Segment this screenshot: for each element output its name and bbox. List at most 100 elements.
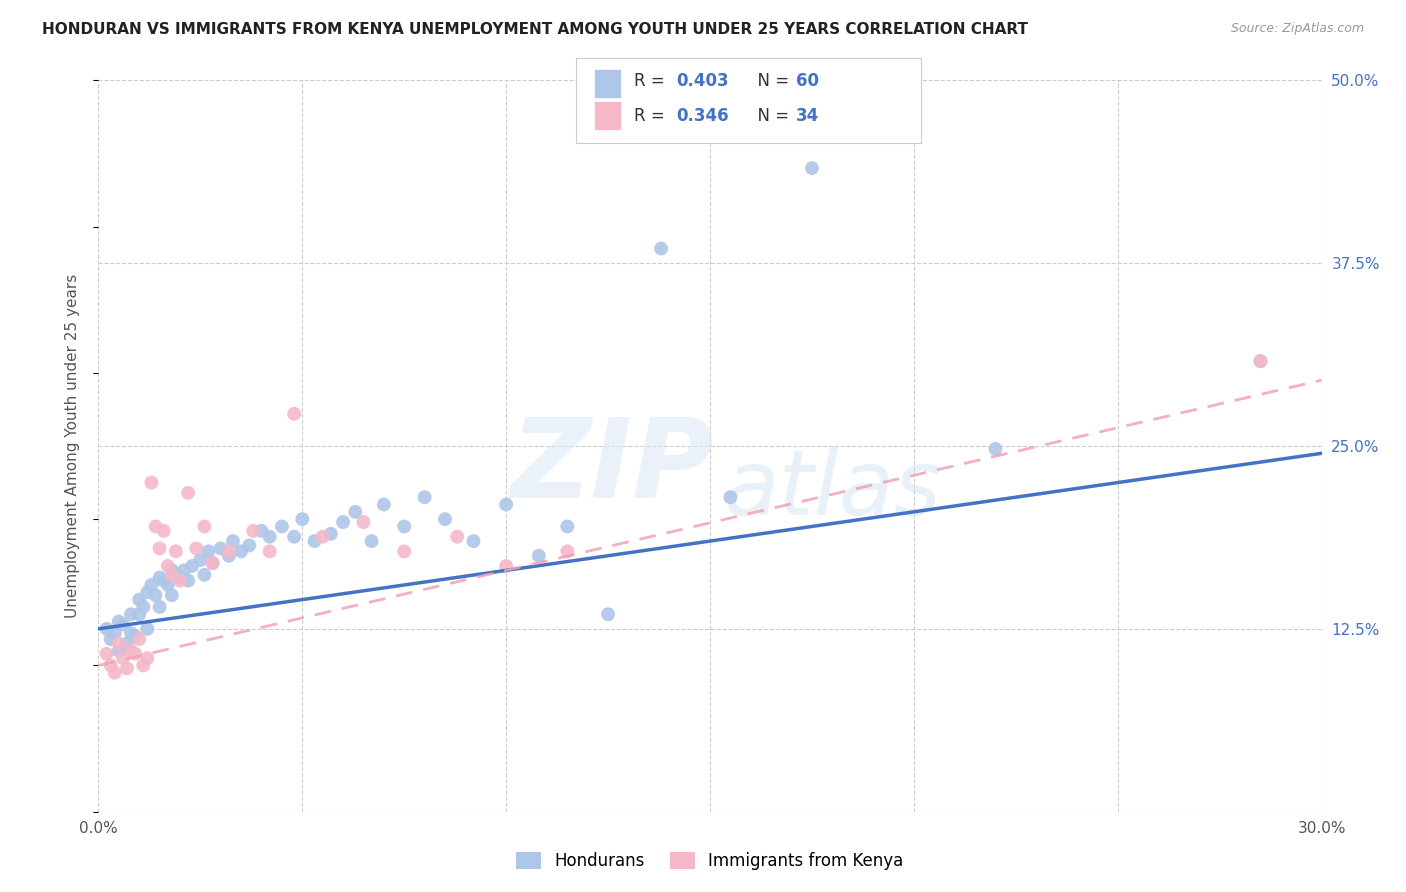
Point: [104, 626, 127, 640]
Point: [152, 524, 174, 538]
Point: [209, 541, 232, 556]
Point: [160, 563, 183, 577]
Point: [238, 539, 260, 553]
Point: [124, 629, 146, 643]
Point: [218, 544, 240, 558]
Text: ZIP: ZIP: [510, 415, 714, 522]
Point: [352, 515, 374, 529]
Point: [186, 541, 208, 556]
Point: [446, 530, 468, 544]
Point: [111, 617, 134, 632]
Point: [259, 544, 281, 558]
Point: [128, 632, 150, 646]
Text: 34: 34: [796, 106, 820, 125]
Text: 0.346: 0.346: [676, 106, 728, 125]
Point: [291, 512, 314, 526]
Point: [136, 651, 159, 665]
Point: [231, 544, 253, 558]
Point: [555, 519, 579, 533]
Point: [259, 530, 281, 544]
Point: [111, 651, 134, 665]
Point: [242, 524, 264, 538]
Point: [495, 558, 517, 573]
Point: [392, 544, 416, 558]
Point: [141, 578, 163, 592]
Point: [304, 534, 326, 549]
Text: Source: ZipAtlas.com: Source: ZipAtlas.com: [1230, 22, 1364, 36]
Point: [222, 534, 245, 549]
Point: [1249, 354, 1271, 368]
Point: [312, 530, 335, 544]
Point: [392, 519, 416, 533]
Point: [373, 498, 395, 512]
Point: [283, 407, 305, 421]
Point: [128, 592, 150, 607]
Point: [108, 644, 131, 658]
Point: [108, 636, 131, 650]
Point: [283, 530, 305, 544]
Point: [160, 588, 183, 602]
Point: [124, 647, 146, 661]
Point: [801, 161, 824, 175]
Point: [718, 490, 742, 504]
Point: [128, 607, 150, 622]
Point: [218, 549, 240, 563]
Point: [149, 599, 172, 614]
Point: [413, 490, 436, 504]
Text: 0.403: 0.403: [676, 71, 728, 89]
Point: [555, 544, 579, 558]
Point: [96, 622, 118, 636]
Point: [984, 442, 1007, 456]
Point: [149, 571, 172, 585]
Point: [188, 553, 212, 567]
Point: [598, 607, 620, 622]
Point: [100, 658, 122, 673]
Point: [145, 519, 167, 533]
Point: [495, 498, 517, 512]
Text: R =: R =: [634, 71, 671, 89]
Point: [650, 242, 672, 256]
Point: [332, 515, 354, 529]
Point: [1249, 354, 1271, 368]
Point: [149, 541, 172, 556]
Point: [177, 574, 200, 588]
Point: [201, 556, 224, 570]
Point: [173, 563, 195, 577]
Point: [108, 615, 131, 629]
Point: [145, 588, 167, 602]
Point: [193, 567, 215, 582]
Point: [160, 567, 183, 582]
Point: [156, 558, 179, 573]
Point: [169, 571, 191, 585]
Point: [193, 519, 215, 533]
Legend: Hondurans, Immigrants from Kenya: Hondurans, Immigrants from Kenya: [510, 845, 910, 877]
Point: [132, 599, 155, 614]
Point: [120, 626, 142, 640]
Point: [169, 574, 191, 588]
Point: [136, 622, 159, 636]
Point: [165, 544, 187, 558]
Point: [120, 644, 142, 658]
Text: N =: N =: [747, 71, 794, 89]
Point: [360, 534, 382, 549]
Text: N =: N =: [747, 106, 794, 125]
Point: [120, 607, 142, 622]
Point: [181, 558, 204, 573]
Point: [434, 512, 457, 526]
Text: R =: R =: [634, 106, 671, 125]
Point: [115, 661, 138, 675]
Point: [100, 632, 122, 646]
Point: [136, 585, 159, 599]
Point: [132, 658, 155, 673]
Point: [141, 475, 163, 490]
Text: atlas: atlas: [723, 446, 942, 534]
Point: [201, 556, 224, 570]
Point: [152, 574, 174, 588]
Text: HONDURAN VS IMMIGRANTS FROM KENYA UNEMPLOYMENT AMONG YOUTH UNDER 25 YEARS CORREL: HONDURAN VS IMMIGRANTS FROM KENYA UNEMPL…: [42, 22, 1028, 37]
Point: [250, 524, 273, 538]
Point: [197, 544, 219, 558]
Point: [344, 505, 367, 519]
Point: [270, 519, 294, 533]
Y-axis label: Unemployment Among Youth under 25 years: Unemployment Among Youth under 25 years: [65, 274, 80, 618]
Point: [104, 665, 127, 680]
